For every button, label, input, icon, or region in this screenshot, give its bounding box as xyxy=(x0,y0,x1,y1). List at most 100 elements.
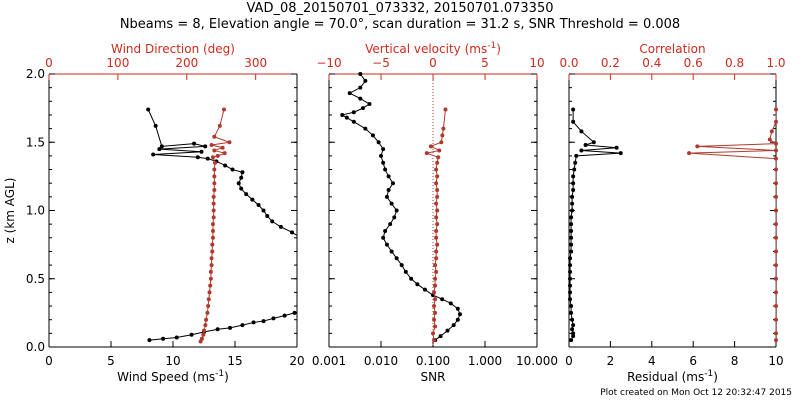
red-data-point xyxy=(210,242,215,247)
black-data-point xyxy=(384,242,389,247)
black-data-point xyxy=(579,129,584,134)
red-data-point xyxy=(774,141,778,146)
red-data-point xyxy=(441,126,446,131)
red-data-point xyxy=(212,181,217,186)
red-data-point xyxy=(769,129,774,134)
x-tick-label: 1.000 xyxy=(468,354,502,368)
red-data-point xyxy=(221,107,226,112)
top-tick-label: 0.6 xyxy=(684,56,703,70)
black-data-point xyxy=(358,72,363,76)
x-tick-label: 10 xyxy=(768,354,783,368)
red-data-point xyxy=(432,290,437,295)
black-data-point xyxy=(159,144,164,149)
top-tick-label: 0.4 xyxy=(642,56,661,70)
black-data-point xyxy=(161,336,166,341)
red-data-point xyxy=(208,276,213,281)
red-data-point xyxy=(199,336,204,341)
y-tick-label: 0.5 xyxy=(26,272,45,286)
black-data-point xyxy=(569,215,574,220)
red-data-point xyxy=(434,215,439,220)
black-data-point xyxy=(240,323,245,328)
black-data-point xyxy=(358,96,363,101)
x-tick-label: 10 xyxy=(165,354,180,368)
black-data-point xyxy=(271,316,276,321)
red-data-point xyxy=(774,167,778,172)
top-tick-label: −5 xyxy=(372,56,390,70)
red-data-point xyxy=(212,148,217,153)
black-data-point xyxy=(383,167,388,172)
black-data-point xyxy=(614,145,619,150)
x-tick-label: 10.000 xyxy=(516,354,558,368)
black-data-point xyxy=(392,215,397,220)
red-data-point xyxy=(428,144,433,149)
black-data-point xyxy=(363,126,368,131)
black-data-point xyxy=(569,235,574,240)
black-series-line xyxy=(147,109,297,341)
red-data-point xyxy=(774,304,778,309)
black-data-point xyxy=(390,181,395,186)
black-data-point xyxy=(388,222,393,227)
black-data-point xyxy=(240,170,245,175)
black-data-point xyxy=(244,192,249,197)
red-data-point xyxy=(774,249,778,254)
black-data-point xyxy=(363,78,368,83)
black-data-point xyxy=(381,235,386,240)
red-data-point xyxy=(210,155,215,160)
x-tick-label: 2 xyxy=(607,354,615,368)
black-data-point xyxy=(570,194,575,199)
black-data-point xyxy=(381,160,386,165)
red-data-point xyxy=(211,215,216,220)
black-data-point xyxy=(445,328,450,333)
red-data-point xyxy=(211,194,216,199)
top-axis-label: Vertical velocity (ms-1) xyxy=(365,41,501,56)
red-data-point xyxy=(774,338,778,343)
red-series-line xyxy=(689,109,776,341)
red-data-point xyxy=(433,297,438,302)
x-tick-label: 15 xyxy=(227,354,242,368)
y-tick-label: 1.5 xyxy=(26,135,45,149)
top-tick-label: 300 xyxy=(244,56,267,70)
red-data-point xyxy=(443,107,448,112)
black-data-point xyxy=(569,304,574,309)
red-data-point xyxy=(434,256,439,261)
black-data-point xyxy=(568,290,573,295)
red-data-point xyxy=(434,228,439,233)
x-axis-label: Wind Speed (ms-1) xyxy=(117,369,229,384)
black-data-point xyxy=(282,313,287,318)
red-data-point xyxy=(220,145,225,150)
top-axis-label: Correlation xyxy=(639,42,705,56)
top-tick-label: 1.0 xyxy=(766,56,785,70)
red-data-point xyxy=(774,107,778,112)
black-data-point xyxy=(389,201,394,206)
black-data-point xyxy=(569,310,574,315)
black-data-point xyxy=(394,256,399,261)
black-data-point xyxy=(270,219,275,224)
black-data-point xyxy=(223,163,228,168)
black-data-point xyxy=(571,174,576,179)
black-data-point xyxy=(230,167,235,172)
x-tick-label: 0 xyxy=(45,354,53,368)
x-tick-label: 20 xyxy=(289,354,304,368)
black-data-point xyxy=(568,276,573,281)
red-data-point xyxy=(433,283,438,288)
x-tick-label: 4 xyxy=(648,354,656,368)
black-data-point xyxy=(205,156,210,161)
red-data-point xyxy=(435,160,440,165)
x-tick-label: 6 xyxy=(689,354,697,368)
black-data-point xyxy=(347,91,352,96)
red-data-point xyxy=(440,133,445,138)
black-data-point xyxy=(195,155,200,160)
x-axis-label: SNR xyxy=(421,370,446,384)
black-data-point xyxy=(146,107,151,112)
black-data-point xyxy=(571,331,576,336)
red-data-point xyxy=(204,317,209,322)
black-data-point xyxy=(583,142,588,147)
top-tick-label: 10 xyxy=(529,56,544,70)
black-data-point xyxy=(278,224,283,229)
black-data-point xyxy=(569,222,574,227)
red-data-point xyxy=(774,263,778,268)
red-data-point xyxy=(212,134,217,139)
black-data-point xyxy=(383,228,388,233)
black-data-point xyxy=(367,102,372,107)
black-data-point xyxy=(403,269,408,274)
